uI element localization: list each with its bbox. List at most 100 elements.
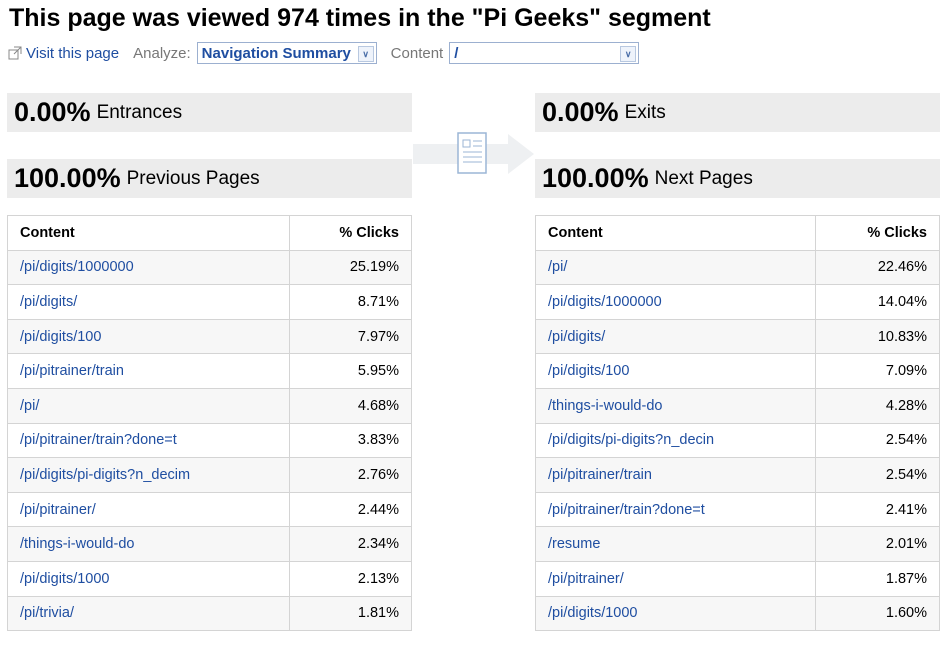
table-row: /things-i-would-do 2.34% [7,526,413,562]
page-link[interactable]: /pi/digits/1000 [548,605,638,622]
clicks-cell: 7.97% [288,318,413,355]
clicks-cell: 25.19% [288,249,413,286]
page-cell: /pi/ [7,387,290,424]
visit-link[interactable]: Visit this page [26,44,120,62]
clicks-cell: 2.44% [288,491,413,528]
column-header: % Clicks [814,215,941,251]
stat-box: 0.00% Exits [535,93,940,132]
table-row: /pi/digits/8.71% [7,284,413,320]
table-row: /pi/22.46% [535,249,941,286]
page-link[interactable]: /pi/digits/100 [548,363,630,380]
page-link[interactable]: /pi/pitrainer/train [548,466,652,483]
page-cell: /pi/digits/1000 [535,595,816,632]
content-value: / [454,44,459,62]
page-link[interactable]: /resume [548,536,601,553]
page-link[interactable]: /pi/digits/ [20,293,78,310]
page-link[interactable]: /pi/pitrainer/train?done=t [20,432,177,449]
page-cell: /pi/digits/pi-digits?n_decim [7,457,290,493]
page-link[interactable]: /pi/digits/100 [20,328,102,345]
clicks-cell: 7.09% [814,353,941,389]
table-row: /pi/digits/1000000 25.19% [7,249,413,286]
content-select[interactable]: / ∨ [449,42,640,64]
table-row: /things-i-would-do 4.28% [535,387,941,424]
page-cell: /pi/digits/pi-digits?n_decin [535,422,816,459]
table-row: /pi/digits/1000 1.60% [535,595,941,632]
select-arrow: ∨ [357,46,374,62]
page-link[interactable]: /pi/trivia/ [20,605,74,622]
header-row: Content% Clicks [7,215,413,251]
clicks-cell: 2.76% [288,457,413,493]
page-cell: /pi/pitrainer/train [535,457,816,493]
table-row: /pi/digits/10.83% [535,318,941,355]
page-link[interactable]: /pi/digits/1000000 [548,293,662,310]
table-row: /pi/digits/100 7.09% [535,353,941,389]
page-link[interactable]: /things-i-would-do [548,397,663,414]
page-link[interactable]: /pi/digits/1000000 [20,259,134,276]
page-link[interactable]: /pi/digits/pi-digits?n_decin [548,432,715,449]
table: Content% Clicks/pi/22.46%/pi/digits/1000… [535,215,941,632]
page-cell: /things-i-would-do [535,387,816,424]
page-link[interactable]: /pi/ [548,259,568,276]
stat-value: 100.00% [542,163,649,193]
page-link[interactable]: /pi/digits/ [548,328,606,345]
clicks-cell: 14.04% [814,284,941,320]
page-link[interactable]: /things-i-would-do [20,536,135,553]
stat-value: 0.00% [14,97,91,127]
clicks-cell: 2.01% [814,526,941,562]
page-link[interactable]: /pi/digits/pi-digits?n_decim [20,466,191,483]
stat-label: Exits [624,101,666,123]
stat-value: 0.00% [542,97,619,127]
stat-box: 100.00% Next Pages [535,159,940,198]
clicks-cell: 10.83% [814,318,941,355]
table-row: /pi/pitrainer/train 2.54% [535,457,941,493]
table-row: /pi/digits/pi-digits?n_decin 2.54% [535,422,941,459]
page-cell: /pi/pitrainer/train?done=t [7,422,290,459]
column-header: Content [7,215,290,251]
page-cell: /pi/digits/100 [535,353,816,389]
clicks-cell: 1.87% [814,560,941,597]
table-row: /pi/pitrainer/1.87% [535,560,941,597]
table-row: /pi/pitrainer/train 5.95% [7,353,413,389]
header-row: Content% Clicks [535,215,941,251]
page-link[interactable]: /pi/pitrainer/train [20,363,124,380]
page-link[interactable]: /pi/ [20,397,40,414]
stat-label: Previous Pages [126,167,260,189]
table-row: /pi/digits/1000000 14.04% [535,284,941,320]
stat-box: 100.00% Previous Pages [7,159,412,198]
select-arrow: ∨ [620,46,637,62]
page-cell: /resume [535,526,816,562]
stat-label: Next Pages [654,167,753,189]
table-row: /pi/pitrainer/2.44% [7,491,413,528]
clicks-cell: 22.46% [814,249,941,286]
stat-box: 0.00% Entrances [7,93,412,132]
column-header: Content [535,215,816,251]
clicks-cell: 8.71% [288,284,413,320]
page-link[interactable]: /pi/pitrainer/train?done=t [548,501,705,518]
flow-icon [413,132,534,174]
clicks-cell: 4.28% [814,387,941,424]
page-link[interactable]: /pi/pitrainer/ [548,570,624,587]
clicks-cell: 2.54% [814,422,941,459]
page-cell: /pi/digits/ [535,318,816,355]
clicks-cell: 2.34% [288,526,413,562]
clicks-cell: 5.95% [288,353,413,389]
page-cell: /pi/ [535,249,816,286]
page-cell: /pi/pitrainer/ [535,560,816,597]
page-cell: /pi/pitrainer/train?done=t [535,491,816,528]
analyze-label: Analyze: [133,44,191,62]
column-header: % Clicks [288,215,413,251]
clicks-cell: 2.41% [814,491,941,528]
page-link[interactable]: /pi/digits/1000 [20,570,110,587]
toolbar: Visit this page Analyze: Navigation Summ… [8,42,640,64]
table-row: /pi/digits/100 7.97% [7,318,413,355]
stat-label: Entrances [96,101,183,123]
page-link[interactable]: /pi/pitrainer/ [20,501,96,518]
page-cell: /pi/digits/1000000 [7,249,290,286]
table: Content% Clicks/pi/digits/1000000 25.19% /… [7,215,413,632]
analyze-select[interactable]: Navigation Summary ∨ [196,42,377,64]
page-cell: /pi/digits/1000 [7,560,290,597]
clicks-cell: 1.81% [288,595,413,632]
table-row: /resume 2.01% [535,526,941,562]
stat-value: 100.00% [14,163,121,193]
clicks-cell: 3.83% [288,422,413,459]
